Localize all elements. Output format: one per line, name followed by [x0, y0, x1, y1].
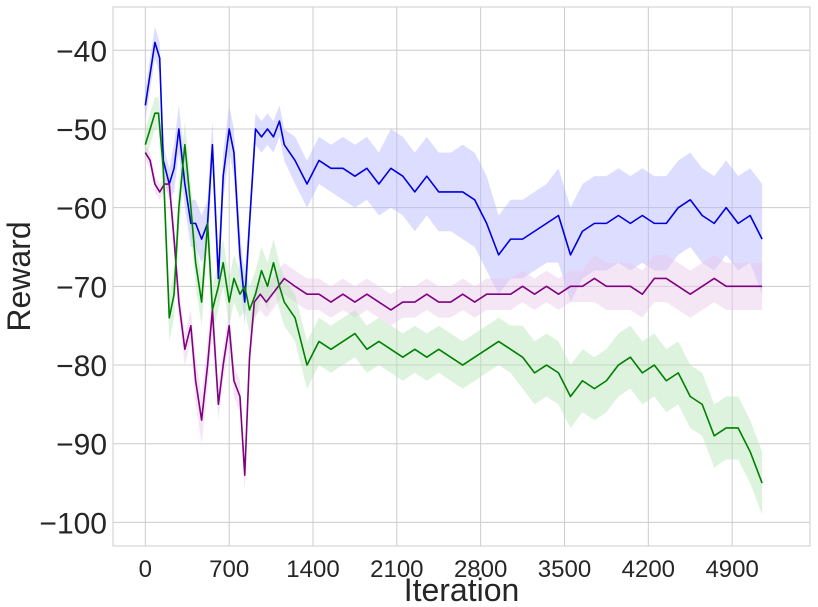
tick-labels: 0 700 1400 2100 2800 3500 4200 4900 −40 −50 −60 −70…	[39, 35, 758, 583]
series-3-line	[144, 112, 763, 484]
x-tick-label: 2100	[370, 556, 423, 583]
y-tick-label: −80	[56, 350, 107, 383]
series-1-confidence-band	[145, 26, 763, 326]
series-3-confidence-band	[145, 97, 763, 515]
plot-frame	[112, 6, 811, 547]
series-1-line	[144, 41, 763, 303]
x-tick-label: 700	[209, 556, 249, 583]
x-tick-label: 2800	[454, 556, 507, 583]
x-tick-label: 4200	[622, 556, 675, 583]
y-tick-label: −70	[56, 271, 107, 304]
series-2-line	[144, 152, 763, 476]
y-tick-label: −50	[56, 114, 107, 147]
x-tick-label: 0	[139, 556, 152, 583]
y-tick-label: −60	[56, 193, 107, 226]
x-tick-label: 3500	[538, 556, 591, 583]
series-group	[144, 26, 763, 515]
y-tick-label: −40	[56, 35, 107, 68]
y-axis-label: Reward	[1, 221, 37, 331]
x-axis-label: Iteration	[404, 572, 520, 607]
x-tick-label: 4900	[705, 556, 758, 583]
y-tick-label: −90	[56, 429, 107, 462]
y-tick-label: −100	[39, 507, 107, 540]
x-tick-label: 1400	[286, 556, 339, 583]
